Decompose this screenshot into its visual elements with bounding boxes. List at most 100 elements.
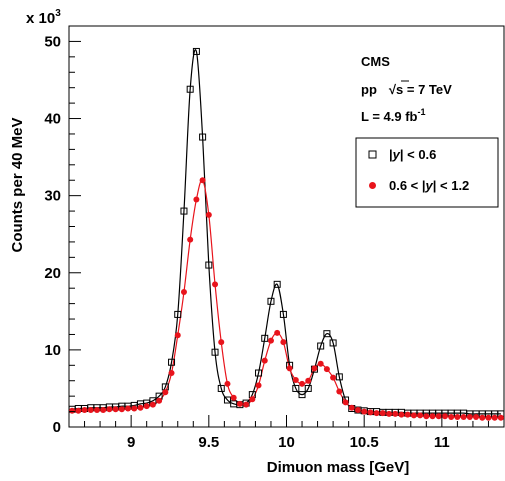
data-point-series-2 (429, 413, 436, 420)
data-point-series-1 (317, 342, 325, 350)
data-point-series-2 (125, 405, 132, 412)
y-tick-label: 0 (53, 419, 61, 436)
y-multiplier: x 103 (26, 8, 61, 27)
data-point-series-2 (317, 360, 324, 367)
data-point-series-2 (386, 410, 393, 417)
data-point-series-2 (305, 377, 312, 384)
fit-curve-series-1 (72, 49, 501, 415)
data-point-series-2 (69, 407, 76, 414)
data-point-series-2 (410, 412, 417, 419)
data-point-series-2 (199, 177, 206, 184)
y-tick-label: 30 (44, 188, 61, 205)
data-point-series-2 (274, 329, 281, 336)
data-point-series-1 (267, 297, 275, 305)
data-point-series-2 (292, 376, 299, 383)
x-tick-label: 10.5 (350, 434, 379, 451)
data-point-series-2 (87, 407, 94, 414)
data-point-series-2 (448, 413, 455, 420)
data-point-series-2 (342, 399, 349, 406)
data-point-series-2 (93, 407, 100, 414)
data-point-series-2 (137, 404, 144, 411)
data-point-series-2 (212, 281, 219, 288)
data-point-series-1 (186, 85, 194, 93)
data-point-series-1 (174, 310, 182, 318)
data-point-series-1 (230, 400, 238, 408)
data-point-series-2 (75, 407, 82, 414)
data-point-series-2 (379, 410, 386, 417)
data-point-series-1 (180, 207, 188, 215)
data-point-series-2 (112, 406, 119, 413)
data-point-series-1 (168, 358, 176, 366)
data-point-series-2 (174, 332, 181, 339)
data-point-series-2 (404, 411, 411, 418)
data-point-series-1 (211, 348, 219, 356)
data-point-series-2 (267, 337, 274, 344)
x-tick-label: 11 (434, 434, 450, 451)
y-tick-label: 40 (44, 111, 61, 128)
data-point-series-2 (423, 413, 430, 420)
data-point-series-1 (223, 396, 231, 404)
data-point-series-1 (261, 334, 269, 342)
data-point-series-2 (460, 413, 467, 420)
data-point-series-1 (279, 310, 287, 318)
data-point-series-2 (118, 406, 125, 413)
data-point-series-2 (373, 410, 380, 417)
data-point-series-1 (205, 261, 213, 269)
data-point-series-2 (497, 414, 504, 421)
annotation-experiment: CMS (361, 54, 390, 69)
data-point-series-2 (156, 397, 163, 404)
data-point-series-2 (280, 339, 287, 346)
x-tick-label: 9 (127, 434, 135, 451)
data-point-series-2 (485, 414, 492, 421)
data-point-series-2 (162, 389, 169, 396)
data-point-series-1 (292, 384, 300, 392)
annotation-beam-energy: pp √s = 7 TeV (361, 82, 452, 97)
fit-curve-series-2 (72, 179, 501, 419)
data-point-series-2 (100, 407, 107, 414)
data-point-series-1 (329, 339, 337, 347)
data-point-series-2 (255, 382, 262, 389)
data-point-series-2 (323, 366, 330, 373)
data-point-series-2 (249, 396, 256, 403)
x-tick-label: 10 (278, 434, 295, 451)
data-point-series-1 (217, 384, 225, 392)
data-point-series-2 (435, 413, 442, 420)
legend: |y| < 0.6 0.6 < |y| < 1.2 (355, 137, 499, 208)
data-point-series-2 (311, 365, 318, 372)
legend-marker-open-square (368, 150, 377, 159)
data-point-series-2 (149, 401, 156, 408)
y-tick-label: 50 (44, 33, 61, 50)
data-point-series-1 (335, 373, 343, 381)
data-point-series-2 (180, 289, 187, 296)
data-point-series-2 (187, 236, 194, 243)
data-point-series-2 (299, 380, 306, 387)
data-point-series-2 (143, 403, 150, 410)
data-point-series-2 (261, 357, 268, 364)
legend-label-series-1: |y| < 0.6 (389, 147, 436, 162)
data-point-series-2 (224, 380, 231, 387)
data-point-series-2 (354, 407, 361, 414)
axes: 9 9.5 10 10.5 11 0 10 20 30 40 50 (44, 25, 505, 451)
data-point-series-1 (298, 391, 306, 399)
x-axis-title: Dimuon mass [GeV] (267, 459, 410, 476)
data-point-series-2 (193, 196, 200, 203)
data-point-series-1 (304, 384, 312, 392)
data-point-series-2 (336, 388, 343, 395)
data-point-series-2 (367, 409, 374, 416)
x-tick-label: 9.5 (198, 434, 219, 451)
data-point-series-2 (441, 413, 448, 420)
data-point-series-2 (106, 406, 113, 413)
data-point-series-1 (199, 133, 207, 141)
data-point-series-1 (323, 330, 331, 338)
data-point-series-2 (243, 401, 250, 408)
data-point-series-2 (479, 414, 486, 421)
y-tick-label: 10 (44, 342, 61, 359)
data-point-series-2 (454, 413, 461, 420)
data-point-series-2 (417, 412, 424, 419)
legend-label-series-2: 0.6 < |y| < 1.2 (389, 178, 469, 193)
data-point-series-2 (491, 414, 498, 421)
annotation-luminosity: L = 4.9 fb-1 (361, 107, 426, 124)
data-point-series-2 (361, 408, 368, 415)
data-point-series-2 (330, 374, 337, 381)
